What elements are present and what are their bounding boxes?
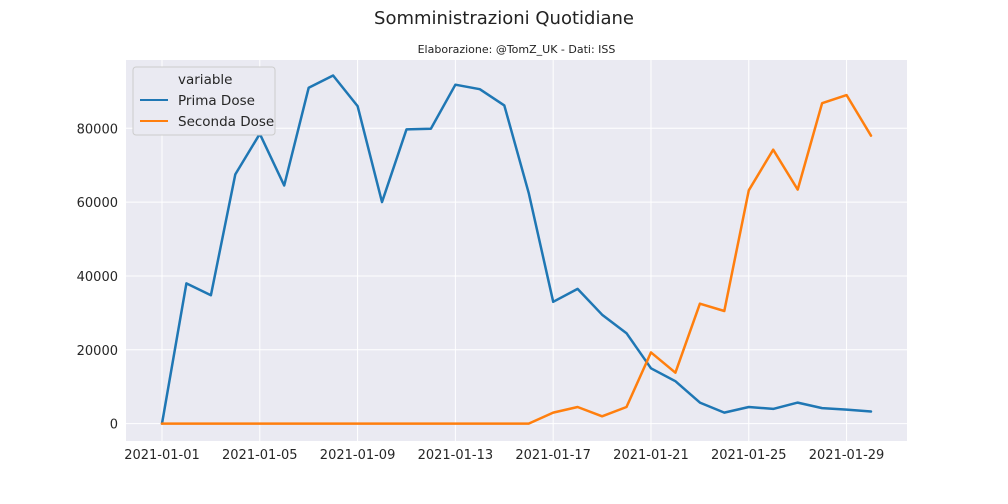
legend-box bbox=[132, 66, 276, 136]
series-layer bbox=[160, 74, 873, 425]
chart-subtitle: Elaborazione: @TomZ_UK - Dati: ISS bbox=[417, 43, 616, 56]
y-axis: 0 20000 40000 60000 80000 bbox=[77, 122, 118, 432]
y-tick-label: 0 bbox=[110, 418, 118, 433]
y-tick-label: 20000 bbox=[77, 344, 118, 359]
legend: variable Prima Dose Seconda Dose bbox=[132, 66, 276, 136]
legend-label-seconda-dose: Seconda Dose bbox=[178, 114, 274, 130]
x-axis: 2021-01-01 2021-01-05 2021-01-09 2021-01-13… bbox=[124, 448, 884, 463]
series-line-seconda-dose bbox=[160, 93, 873, 425]
y-tick-label: 80000 bbox=[77, 122, 118, 137]
x-tick-label: 2021-01-05 bbox=[222, 448, 298, 463]
y-tick-label: 60000 bbox=[77, 196, 118, 211]
series-line-prima-dose bbox=[160, 74, 873, 425]
x-tick-label: 2021-01-01 bbox=[124, 448, 200, 463]
y-tick-label: 40000 bbox=[77, 270, 118, 285]
chart-title: Somministrazioni Quotidiane bbox=[374, 8, 634, 29]
legend-title: variable bbox=[178, 72, 232, 88]
legend-label-prima-dose: Prima Dose bbox=[178, 93, 255, 109]
x-tick-label: 2021-01-29 bbox=[809, 448, 885, 463]
x-tick-label: 2021-01-25 bbox=[711, 448, 787, 463]
x-tick-label: 2021-01-09 bbox=[320, 448, 396, 463]
x-tick-label: 2021-01-21 bbox=[613, 448, 689, 463]
x-tick-label: 2021-01-17 bbox=[515, 448, 591, 463]
x-tick-label: 2021-01-13 bbox=[418, 448, 494, 463]
